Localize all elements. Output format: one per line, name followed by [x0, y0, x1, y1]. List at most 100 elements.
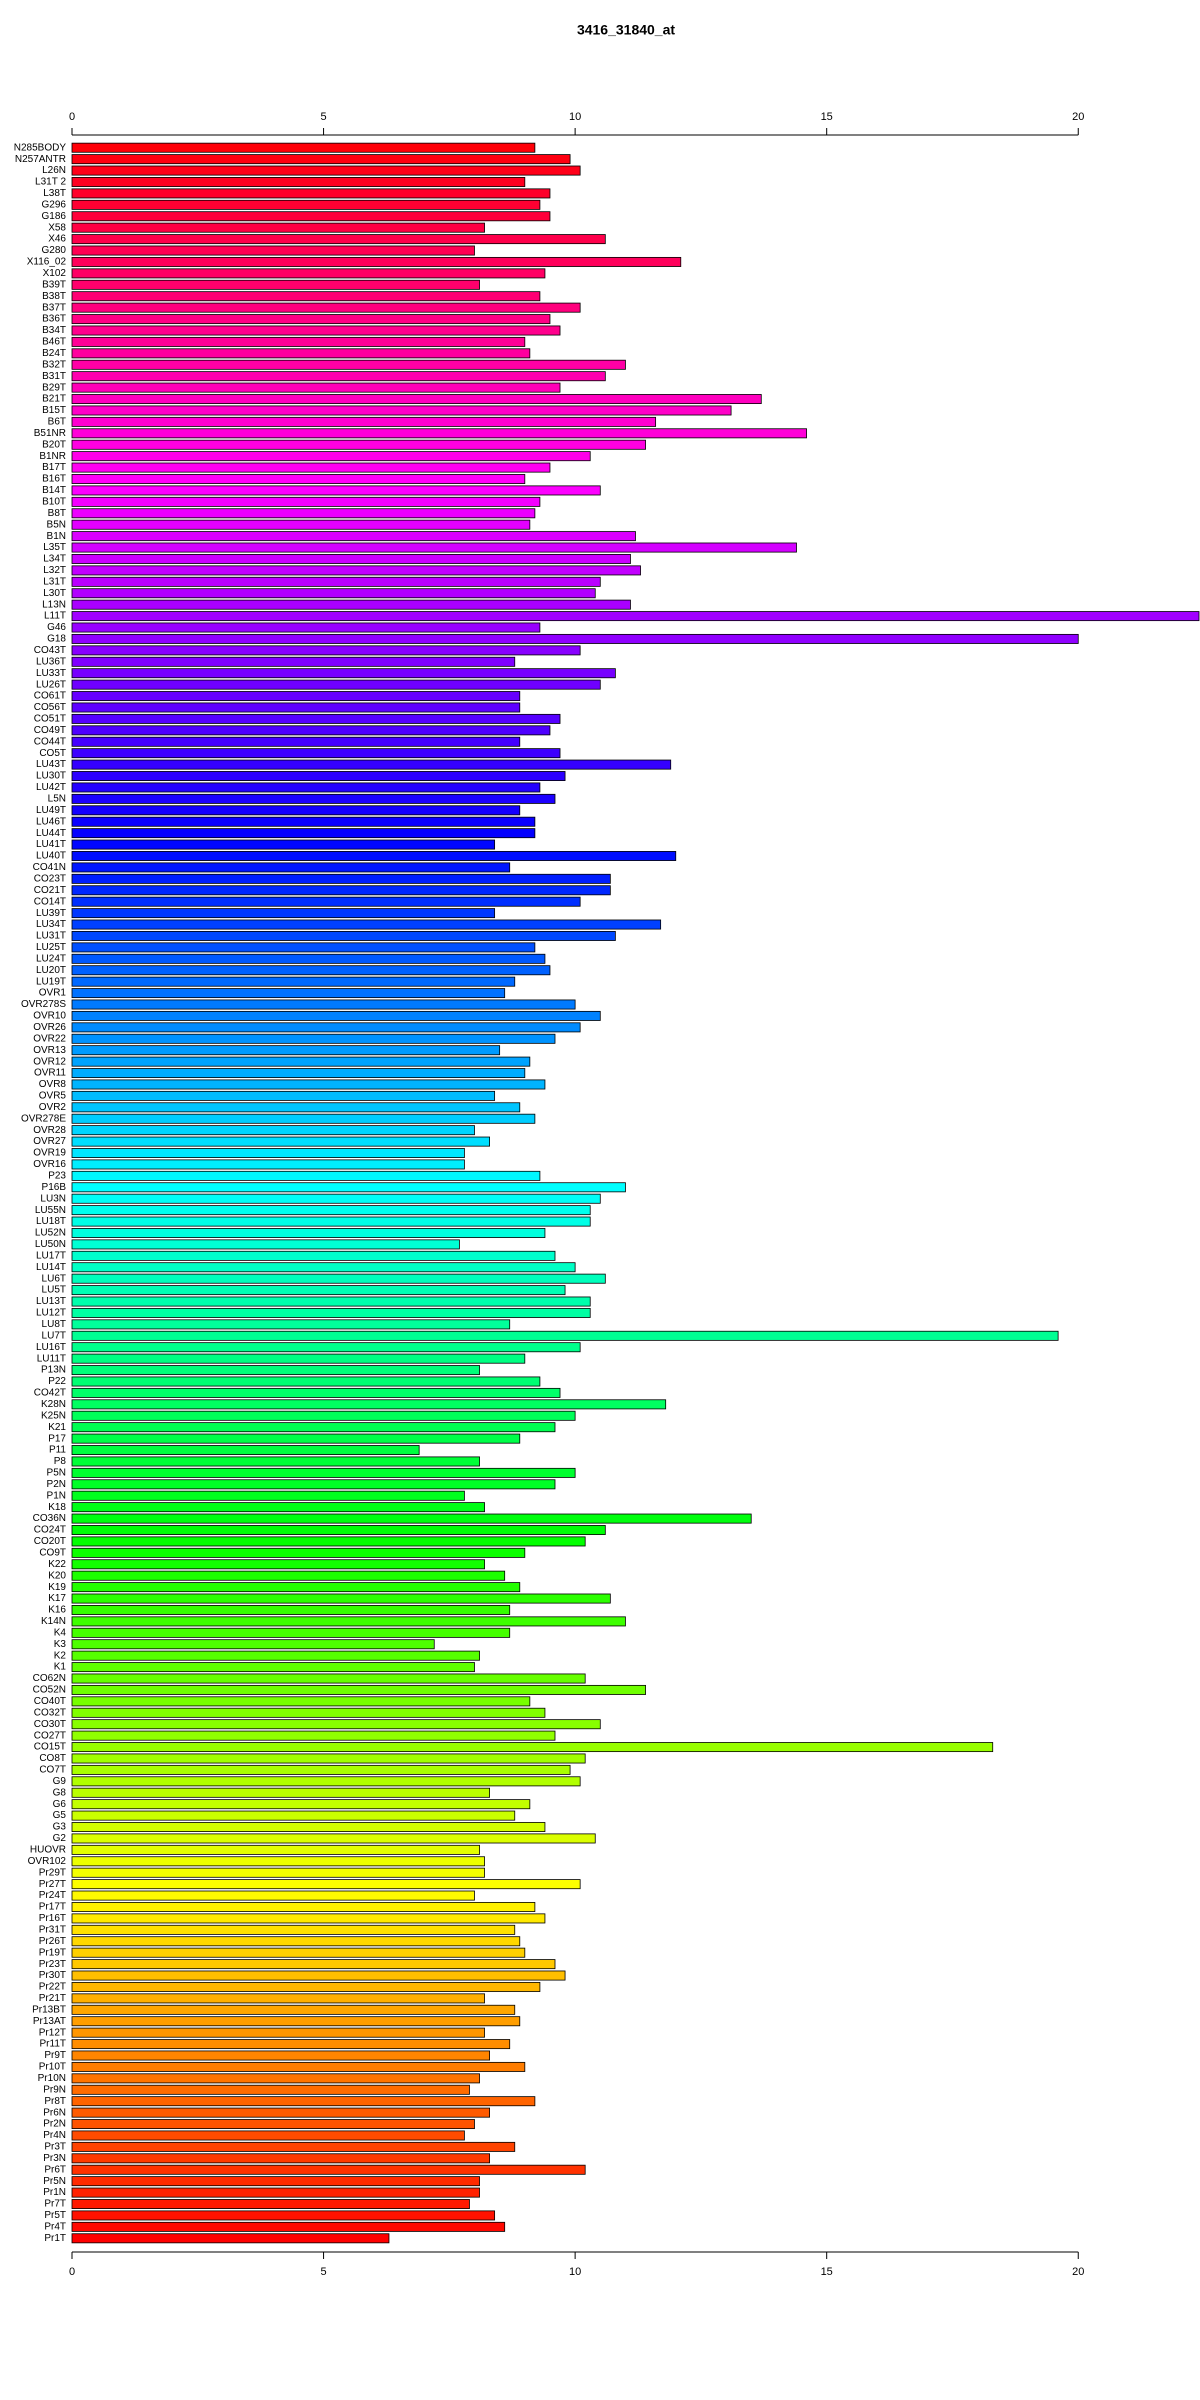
- y-tick-label: Pr10N: [38, 2073, 66, 2084]
- y-tick-label: Pr3N: [43, 2153, 66, 2164]
- bar: [71, 2107, 490, 2118]
- bar: [71, 1776, 581, 1787]
- bar: [71, 1422, 556, 1433]
- y-tick-label: OVR5: [39, 1091, 67, 1102]
- bar: [71, 1239, 460, 1250]
- bar: [71, 1136, 490, 1147]
- y-tick-label: K14N: [41, 1616, 66, 1627]
- bar: [71, 668, 616, 679]
- y-tick-label: Pr4T: [44, 2222, 66, 2233]
- y-tick-label: CO49T: [34, 725, 66, 736]
- bar: [71, 1342, 581, 1353]
- bar: [71, 759, 672, 770]
- bar: [71, 2153, 490, 2164]
- y-tick-label: B10T: [42, 496, 66, 507]
- bar: [71, 336, 526, 347]
- y-tick-label: Pr22T: [39, 1982, 66, 1993]
- y-tick-label: L13N: [42, 599, 66, 610]
- bar: [71, 1605, 511, 1615]
- bar: [71, 1479, 556, 1490]
- y-tick-label: Pr19T: [39, 1947, 66, 1958]
- y-tick-label: Pr30T: [39, 1970, 66, 1981]
- y-tick-label: P5N: [47, 1468, 66, 1479]
- y-tick-label: G9: [53, 1776, 67, 1787]
- bar: [71, 1993, 485, 2004]
- y-tick-label: K25N: [41, 1410, 66, 1421]
- y-tick-label: CO62N: [33, 1673, 66, 1684]
- y-tick-label: LU34T: [36, 919, 66, 930]
- bar: [71, 1353, 526, 1364]
- y-tick-label: B24T: [42, 348, 66, 359]
- y-tick-label: B37T: [42, 302, 66, 313]
- y-tick-label: P22: [48, 1376, 66, 1387]
- y-tick-label: K22: [48, 1559, 66, 1570]
- bar: [71, 302, 581, 313]
- y-tick-label: CO23T: [34, 873, 66, 884]
- bar: [71, 1913, 546, 1924]
- y-tick-label: K2: [54, 1650, 67, 1661]
- y-tick-label: Pr9N: [43, 2084, 66, 2095]
- bar: [71, 234, 606, 245]
- y-tick-label: P23: [48, 1171, 66, 1182]
- bar: [71, 1536, 586, 1547]
- bar: [71, 1707, 546, 1718]
- bar: [71, 325, 561, 336]
- y-tick-label: CO43T: [34, 645, 66, 656]
- y-tick-label: CO40T: [34, 1696, 66, 1707]
- bar: [71, 2061, 526, 2072]
- y-tick-label: CO52N: [33, 1685, 66, 1696]
- bar: [71, 908, 496, 919]
- bar: [71, 154, 571, 165]
- y-tick-label: OVR10: [33, 1011, 66, 1022]
- x-tick-label: 5: [321, 2266, 327, 2278]
- x-tick-label: 0: [69, 2266, 75, 2278]
- bar: [71, 2050, 490, 2061]
- bar: [71, 1159, 465, 1170]
- bar: [71, 816, 536, 827]
- bar: [71, 691, 521, 702]
- y-tick-label: Pr5N: [43, 2176, 66, 2187]
- bar: [71, 1673, 586, 1684]
- y-tick-label: CO61T: [34, 691, 66, 702]
- bar: [71, 2176, 480, 2187]
- bar: [71, 828, 536, 839]
- bar: [71, 1056, 531, 1067]
- bar: [71, 1296, 591, 1307]
- y-tick-label: Pr7T: [44, 2199, 66, 2210]
- bar: [71, 1045, 501, 1056]
- bar: [71, 622, 541, 633]
- bar: [71, 142, 536, 153]
- y-tick-label: B5N: [47, 519, 66, 530]
- bar: [71, 485, 601, 496]
- bar: [71, 1182, 626, 1193]
- bar: [71, 496, 541, 507]
- y-tick-label: K16: [48, 1605, 66, 1616]
- y-tick-label: B46T: [42, 337, 66, 348]
- y-tick-label: OVR278S: [21, 999, 66, 1010]
- bar: [71, 1787, 490, 1798]
- y-tick-label: B34T: [42, 325, 66, 336]
- bar: [71, 1033, 556, 1044]
- x-tick-label: 15: [821, 111, 833, 123]
- y-tick-label: B1N: [47, 531, 66, 542]
- bar: [71, 1216, 591, 1227]
- y-tick-label: Pr12T: [39, 2027, 66, 2038]
- bar: [71, 588, 596, 599]
- y-tick-label: G2: [53, 1833, 67, 1844]
- bar: [71, 2141, 516, 2152]
- bar: [71, 394, 762, 405]
- y-tick-label: B6T: [48, 417, 66, 428]
- y-tick-label: K18: [48, 1502, 66, 1513]
- y-tick-label: P2N: [47, 1479, 66, 1490]
- y-tick-label: CO8T: [39, 1753, 66, 1764]
- bar: [71, 1639, 435, 1650]
- y-tick-label: P17: [48, 1433, 66, 1444]
- bar: [71, 531, 636, 542]
- bar: [71, 1330, 1059, 1341]
- bar: [71, 805, 521, 816]
- y-tick-label: X58: [48, 222, 66, 233]
- y-tick-label: CO15T: [34, 1742, 66, 1753]
- y-tick-label: OVR13: [33, 1045, 66, 1056]
- y-tick-label: CO7T: [39, 1765, 66, 1776]
